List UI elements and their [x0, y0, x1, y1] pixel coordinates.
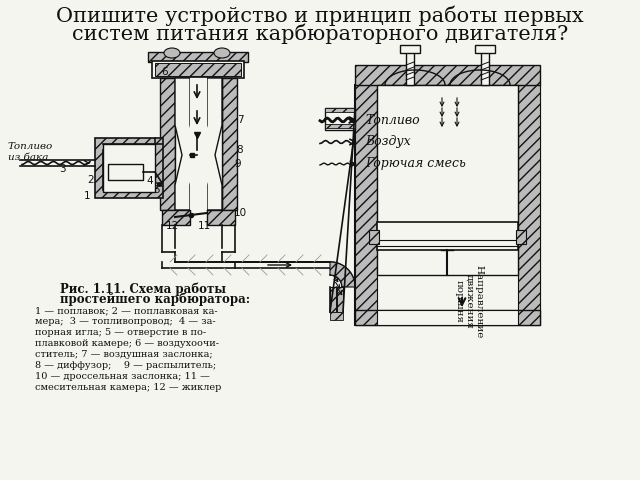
Text: систем питания карбюраторного двигателя?: систем питания карбюраторного двигателя?	[72, 24, 568, 45]
Text: порная игла; 5 — отверстие в по-: порная игла; 5 — отверстие в по-	[35, 328, 206, 337]
Text: 7: 7	[237, 115, 243, 125]
Bar	[481, 47, 489, 85]
Text: Рис. 1.11. Схема работы: Рис. 1.11. Схема работы	[60, 282, 226, 296]
Bar	[162, 210, 190, 225]
Bar	[400, 45, 420, 53]
Bar	[355, 65, 540, 85]
Polygon shape	[200, 78, 222, 210]
Bar	[330, 312, 343, 320]
Text: Опишите устройство и принцип работы первых: Опишите устройство и принцип работы перв…	[56, 6, 584, 26]
Bar	[190, 78, 207, 210]
Bar	[95, 138, 163, 198]
Bar	[175, 78, 190, 210]
Bar	[475, 45, 495, 53]
Text: ститель; 7 — воздушная заслонка;: ститель; 7 — воздушная заслонка;	[35, 350, 212, 359]
Bar	[108, 164, 143, 180]
Ellipse shape	[214, 48, 230, 58]
Polygon shape	[330, 262, 355, 287]
Text: простейшего карбюратора:: простейшего карбюратора:	[60, 293, 250, 307]
Bar	[355, 310, 540, 325]
Bar	[369, 230, 379, 244]
Text: Топливо: Топливо	[365, 113, 420, 127]
Text: смесительная камера; 12 — жиклер: смесительная камера; 12 — жиклер	[35, 383, 221, 392]
Bar	[103, 144, 155, 192]
Text: 12: 12	[165, 221, 179, 231]
Bar	[222, 78, 237, 210]
Bar	[516, 230, 526, 244]
Text: Топливо
из бака: Топливо из бака	[8, 142, 53, 162]
Text: 3: 3	[59, 164, 65, 174]
Bar	[207, 210, 235, 225]
Text: 5: 5	[154, 185, 160, 195]
Text: 1 — поплавок; 2 — поплавковая ка-: 1 — поплавок; 2 — поплавковая ка-	[35, 306, 218, 315]
Bar	[325, 124, 355, 128]
Bar	[325, 108, 355, 130]
Text: 1: 1	[84, 191, 90, 201]
Text: 4: 4	[147, 176, 154, 186]
Text: мера;  3 — топливопровод;  4 — за-: мера; 3 — топливопровод; 4 — за-	[35, 317, 216, 326]
Text: 6: 6	[162, 67, 168, 77]
Bar	[207, 78, 222, 210]
Bar	[148, 52, 248, 62]
Text: 10: 10	[234, 208, 246, 218]
Text: плавковой камере; 6 — воздухоочи-: плавковой камере; 6 — воздухоочи-	[35, 339, 219, 348]
Text: 9: 9	[235, 159, 241, 169]
Bar	[406, 47, 414, 85]
Bar	[337, 287, 343, 312]
Bar	[355, 85, 540, 325]
Text: Направление
движения
поршня: Направление движения поршня	[454, 265, 484, 338]
Bar	[330, 287, 336, 312]
Text: 2: 2	[88, 175, 94, 185]
Bar	[377, 310, 518, 325]
Text: 10 — дроссельная заслонка; 11 —: 10 — дроссельная заслонка; 11 —	[35, 372, 210, 381]
Text: 11: 11	[197, 221, 211, 231]
Bar	[155, 63, 241, 76]
Bar	[355, 85, 377, 325]
Bar	[160, 78, 175, 210]
Bar	[152, 61, 244, 78]
Bar	[377, 85, 518, 275]
Text: 8: 8	[237, 145, 243, 155]
Bar	[377, 222, 518, 250]
Text: Горючая смесь: Горючая смесь	[365, 157, 466, 170]
Bar	[325, 108, 355, 112]
Bar	[518, 85, 540, 325]
Text: 8 — диффузор;    9 — распылитель;: 8 — диффузор; 9 — распылитель;	[35, 361, 216, 370]
Polygon shape	[175, 78, 197, 210]
Text: Воздух: Воздух	[365, 135, 411, 148]
Ellipse shape	[164, 48, 180, 58]
